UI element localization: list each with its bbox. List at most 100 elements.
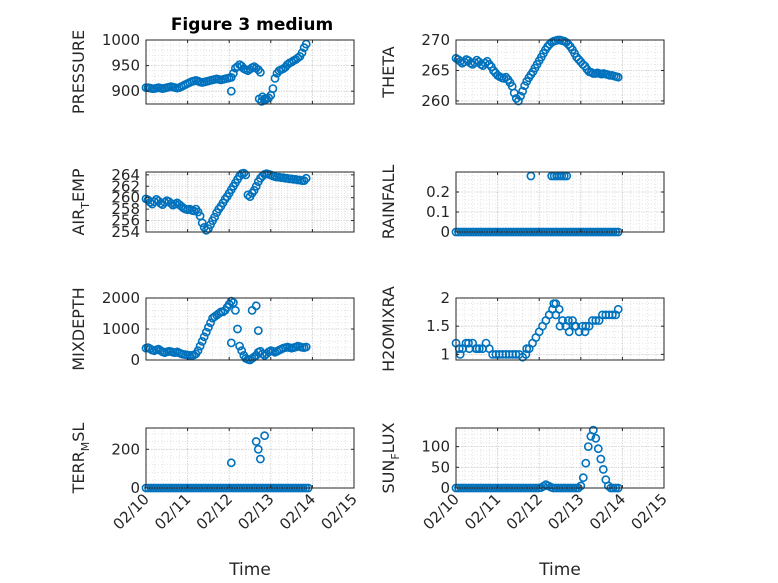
data-point — [472, 344, 482, 354]
data-point — [228, 68, 238, 78]
x-tick-label: 02/15 — [318, 490, 361, 533]
data-point — [297, 48, 307, 58]
data-point — [608, 310, 617, 320]
plot-area — [146, 428, 354, 488]
data-point — [235, 341, 244, 351]
data-markers — [141, 168, 311, 235]
subplot-5: 0 1000 2000 MIXDEPTH — [69, 287, 355, 371]
data-point — [193, 346, 203, 356]
y-tick-label: 0.2 — [426, 183, 450, 201]
y-axis-label: THETA — [379, 46, 398, 98]
data-point — [251, 301, 261, 311]
data-point — [581, 458, 591, 468]
data-point — [199, 332, 209, 342]
data-point — [201, 327, 211, 337]
data-point — [241, 170, 251, 180]
data-point — [270, 74, 280, 83]
y-tick-label: 1000 — [102, 31, 140, 49]
x-tick-label: 02/12 — [193, 490, 236, 533]
data-point — [243, 190, 253, 200]
plot-area — [456, 40, 664, 104]
y-tick-label: 262 — [111, 177, 140, 195]
y-axis-label: AIRTEMP — [69, 168, 92, 235]
data-point — [570, 321, 579, 331]
data-point — [576, 481, 586, 491]
axes-box — [145, 427, 355, 489]
data-point — [516, 91, 525, 101]
data-point — [166, 198, 176, 208]
data-point — [501, 72, 511, 82]
data-point — [514, 96, 523, 106]
data-point — [563, 316, 573, 325]
data-point — [233, 324, 242, 334]
y-tick-label: 1 — [440, 345, 450, 363]
data-point — [480, 58, 490, 68]
data-point — [255, 67, 265, 77]
subplot-1: 900 950 1000 PRESSURE — [69, 30, 355, 114]
data-point — [588, 425, 598, 435]
y-tick-label: 2000 — [102, 289, 140, 307]
x-axis-label: Time — [538, 560, 581, 580]
y-axis-label: MIXDEPTH — [69, 287, 88, 370]
data-point — [260, 431, 269, 441]
y-tick-label: 260 — [421, 92, 450, 110]
figure-title: Figure 3 medium — [171, 15, 333, 35]
data-point — [197, 218, 207, 228]
data-point — [613, 72, 623, 82]
data-point — [206, 318, 215, 328]
data-point — [518, 86, 527, 96]
y-tick-label: 1.5 — [426, 317, 450, 335]
data-point — [596, 454, 606, 464]
x-tick-label: 02/11 — [151, 490, 194, 533]
y-tick-label: 200 — [111, 440, 140, 458]
data-point — [593, 444, 603, 454]
data-point — [583, 442, 593, 451]
axes-box — [455, 297, 665, 361]
y-tick-label: 260 — [111, 189, 140, 207]
x-tick-label: 02/15 — [628, 490, 671, 533]
y-tick-label: 100 — [421, 438, 450, 456]
data-point — [564, 327, 574, 337]
y-tick-label: 950 — [111, 57, 140, 75]
data-point — [591, 433, 601, 443]
axes-box — [145, 171, 355, 233]
data-point — [230, 305, 240, 315]
data-point — [237, 346, 247, 356]
data-point — [520, 81, 529, 91]
y-tick-label: 1000 — [102, 320, 140, 338]
y-tick-label: 264 — [111, 166, 140, 184]
subplot-2: 260 265 270 THETA — [379, 31, 665, 110]
y-axis-label: RAINFALL — [379, 165, 398, 240]
data-point — [591, 316, 601, 325]
axes-box — [455, 427, 665, 489]
y-tick-label: 50 — [431, 458, 450, 476]
data-markers — [451, 299, 623, 362]
plot-area — [456, 428, 664, 488]
y-tick-label: 0 — [440, 223, 450, 241]
y-tick-label: 0.1 — [426, 203, 450, 221]
data-point — [226, 338, 236, 348]
data-point — [580, 327, 590, 337]
data-point — [299, 176, 309, 185]
data-point — [522, 344, 532, 354]
data-point — [195, 341, 205, 351]
data-point — [301, 173, 311, 183]
data-markers — [141, 39, 311, 106]
y-axis-label: TERRMSL — [69, 423, 92, 495]
axes-box — [145, 39, 355, 105]
data-point — [228, 298, 238, 307]
y-tick-label: 258 — [111, 200, 140, 218]
x-tick-label: 02/12 — [503, 490, 546, 533]
y-tick-label: 900 — [111, 82, 140, 100]
data-point — [210, 212, 219, 222]
plot-area — [456, 298, 664, 360]
data-point — [578, 473, 588, 483]
y-tick-label: 0 — [130, 479, 140, 497]
y-tick-label: 265 — [421, 61, 450, 79]
subplot-7: 0200TERRMSL02/1002/1102/1202/1302/1402/1… — [69, 423, 361, 580]
y-axis-label: PRESSURE — [69, 30, 88, 114]
data-point — [268, 84, 278, 93]
data-point — [197, 336, 207, 346]
